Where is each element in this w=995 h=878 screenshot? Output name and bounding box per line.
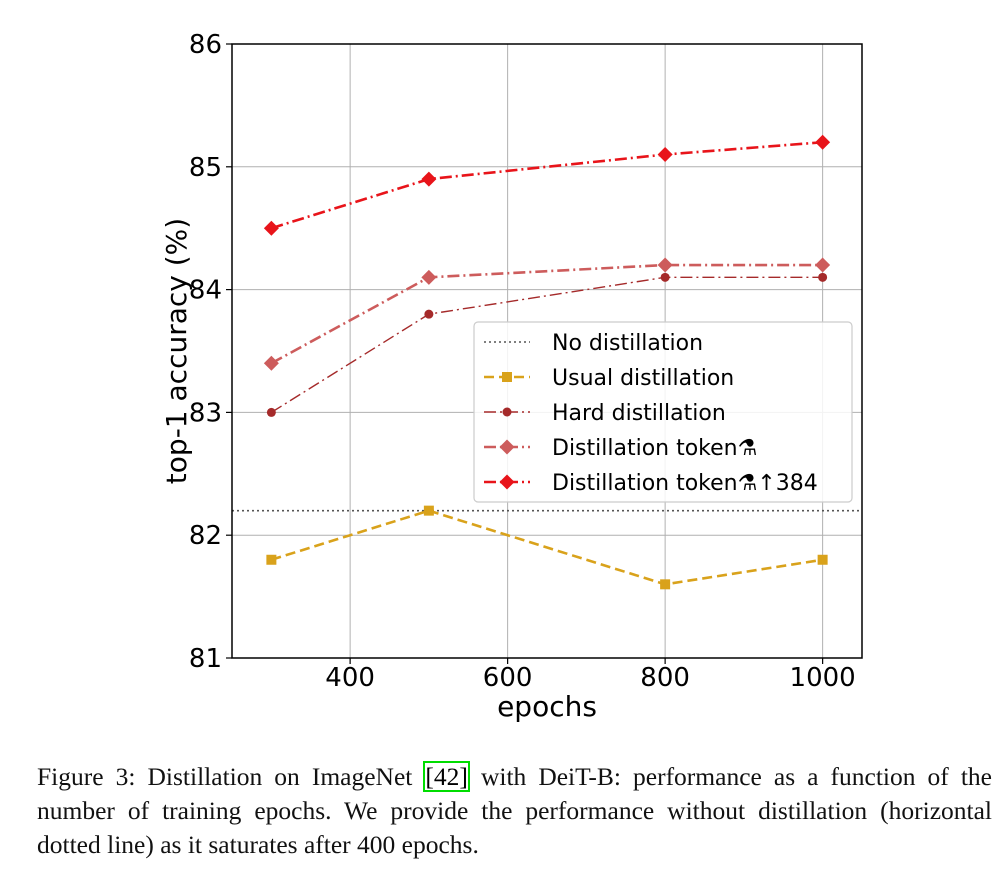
legend-box [473,321,853,503]
figure-caption: Figure 3: Distillation on ImageNet [42] … [37,760,992,862]
data-point [421,269,437,285]
legend-label: Usual distillation [552,366,734,391]
citation-link[interactable]: [42] [423,761,470,792]
data-point [423,505,434,516]
series-line [271,276,823,413]
data-point [657,147,673,163]
x-tick-label: 400 [325,663,375,693]
data-point [815,134,831,150]
series-distillation-token-384 [263,134,831,236]
data-point [263,220,279,236]
y-tick-label: 85 [189,153,222,183]
y-tick-label: 83 [189,398,222,428]
data-point [660,579,671,590]
data-point [499,474,515,490]
data-point [657,257,673,273]
series-usual-distillation [266,505,828,590]
data-point [818,272,828,282]
legend-item: Distillation token⚗↑384 [484,471,818,496]
x-tick-label: 800 [640,663,690,693]
legend: No distillation Usual distillation Hard di… [473,321,853,503]
data-point [502,372,512,382]
series-line [270,263,823,365]
data-point [263,355,279,371]
x-axis-label: epochs [497,690,597,723]
legend-item: Usual distillation [484,366,734,391]
data-point [502,407,512,417]
legend-label: Distillation token⚗↑384 [552,471,818,496]
series-line [270,140,823,230]
y-tick-label: 86 [189,30,222,60]
data-point [660,272,670,282]
data-point [815,257,831,273]
data-point [421,171,437,187]
data-point [817,554,828,565]
legend-label: Distillation token⚗ [552,436,757,461]
x-tick-label: 600 [483,663,533,693]
x-tick-label: 1000 [790,663,856,693]
chart: 400 600 800 1000 81 82 83 84 85 86 epochs top-1 a… [160,30,863,723]
caption-suffix: with DeiT-B: performance as a function o… [37,762,992,859]
y-tick-label: 82 [189,521,222,551]
y-tick-label: 84 [189,276,222,306]
y-tick-label: 81 [189,644,222,674]
legend-item: Hard distillation [484,401,726,426]
data-point [266,554,277,565]
series-line [270,509,823,586]
data-point [424,309,434,319]
legend-label: No distillation [552,331,703,356]
legend-label: Hard distillation [552,401,726,426]
legend-item: Distillation token⚗ [484,436,757,461]
data-point [266,407,276,417]
caption-prefix: Figure 3: Distillation on ImageNet [37,762,425,791]
series-layer [263,134,831,590]
tick-labels: 400 600 800 1000 81 82 83 84 85 86 [189,30,856,693]
series-hard-distillation [266,272,828,417]
y-axis-label: top-1 accuracy (%) [160,218,193,484]
data-point [499,439,515,455]
plot-frame [231,43,863,659]
legend-item: No distillation [484,331,703,356]
series-distillation-token- [263,257,831,371]
